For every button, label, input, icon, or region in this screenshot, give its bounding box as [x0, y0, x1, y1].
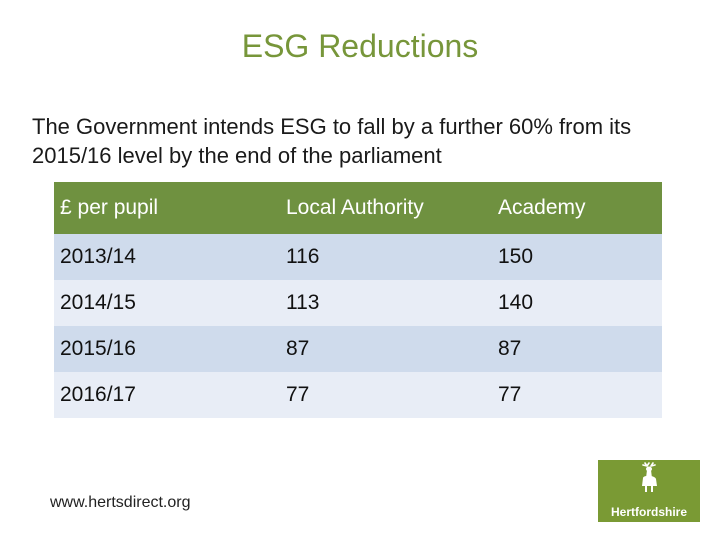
column-header-academy: Academy [492, 182, 662, 234]
footer-url[interactable]: www.hertsdirect.org [50, 494, 191, 511]
table-header-row: £ per pupil Local Authority Academy [54, 182, 662, 234]
academy-cell: 77 [492, 372, 662, 418]
year-cell: 2016/17 [54, 372, 280, 418]
year-cell: 2014/15 [54, 280, 280, 326]
table-row: 2015/16 87 87 [54, 326, 662, 372]
local-authority-cell: 116 [280, 234, 492, 280]
slide-title: ESG Reductions [241, 28, 479, 64]
table-row: 2014/15 113 140 [54, 280, 662, 326]
local-authority-cell: 113 [280, 280, 492, 326]
esg-table: £ per pupil Local Authority Academy 2013… [54, 182, 662, 418]
academy-cell: 87 [492, 326, 662, 372]
year-cell: 2015/16 [54, 326, 280, 372]
column-header-per-pupil: £ per pupil [54, 182, 280, 234]
hertfordshire-logo: Hertfordshire [598, 460, 700, 522]
local-authority-cell: 87 [280, 326, 492, 372]
academy-cell: 150 [492, 234, 662, 280]
year-cell: 2013/14 [54, 234, 280, 280]
local-authority-cell: 77 [280, 372, 492, 418]
table-row: 2016/17 77 77 [54, 372, 662, 418]
table-row: 2013/14 116 150 [54, 234, 662, 280]
intro-text: The Government intends ESG to fall by a … [32, 114, 632, 168]
logo-text: Hertfordshire [610, 505, 687, 519]
hart-stag-icon [642, 462, 657, 492]
academy-cell: 140 [492, 280, 662, 326]
column-header-local-authority: Local Authority [280, 182, 492, 234]
